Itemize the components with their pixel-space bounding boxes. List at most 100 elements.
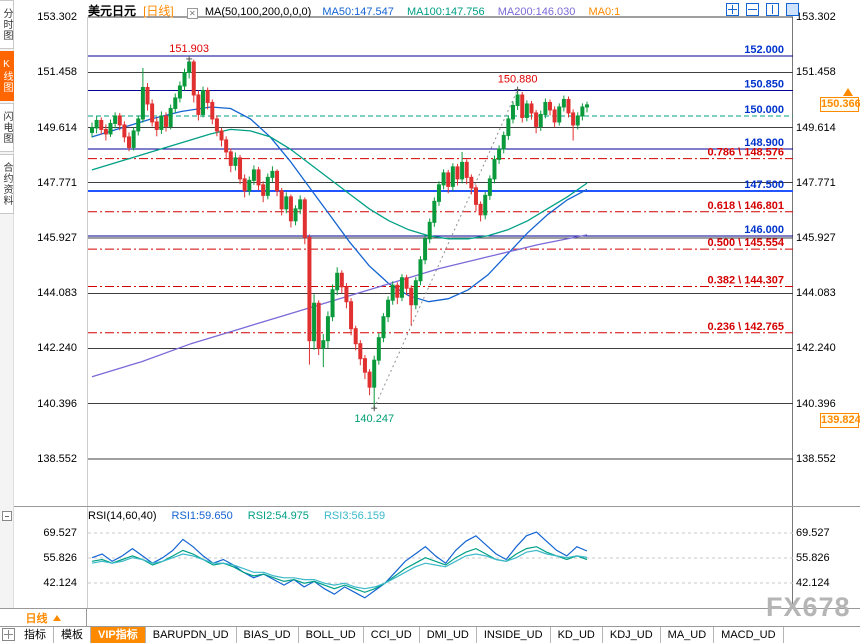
sidebar-tab-合约资料[interactable]: 合约资料 bbox=[0, 154, 14, 214]
bottom-tab-KDJ_UD[interactable]: KDJ_UD bbox=[602, 627, 661, 643]
extreme-price-annotation: 140.247 bbox=[354, 413, 394, 425]
ma-line-MA100 bbox=[91, 128, 588, 240]
y-axis-label-right: 149.614 bbox=[796, 121, 836, 134]
bottom-tab-CCI_UD[interactable]: CCI_UD bbox=[363, 627, 420, 643]
y-axis-label-left: 151.458 bbox=[37, 66, 77, 79]
candle-body bbox=[585, 104, 589, 108]
candle-body bbox=[580, 106, 585, 117]
candle-body bbox=[191, 61, 196, 96]
candle-body bbox=[196, 94, 201, 115]
candle-body bbox=[321, 340, 326, 349]
bottom-tab-INSIDE_UD[interactable]: INSIDE_UD bbox=[476, 627, 551, 643]
y-axis-label-right: 153.302 bbox=[796, 11, 836, 23]
ma-checkbox-icon[interactable]: ✕ bbox=[186, 8, 198, 19]
bottom-tab-模板[interactable]: 模板 bbox=[54, 627, 91, 643]
candle-body bbox=[90, 127, 94, 133]
candle-body bbox=[233, 157, 238, 166]
candle-body bbox=[159, 115, 164, 130]
rsi-chart-canvas[interactable] bbox=[88, 506, 793, 608]
sidebar-tab-闪电图[interactable]: 闪电图 bbox=[0, 103, 14, 152]
bottom-tab-VIP指标[interactable]: VIP指标 bbox=[91, 627, 146, 643]
extreme-price-annotation: 150.880 bbox=[498, 74, 538, 86]
bottom-tab-KD_UD[interactable]: KD_UD bbox=[550, 627, 603, 643]
y-axis-label-left: 144.083 bbox=[37, 287, 77, 300]
ma-settings-label[interactable]: MA(50,100,200,0,0,0) bbox=[204, 6, 312, 18]
y-axis-label-right: 145.927 bbox=[796, 232, 836, 244]
price-level-label: 152.000 bbox=[744, 44, 784, 56]
indicator-menu-icon[interactable] bbox=[2, 628, 15, 641]
sidebar-tab-K线图[interactable]: K线图 bbox=[0, 51, 14, 101]
candle-body bbox=[487, 178, 492, 196]
layout-split-vertical-icon[interactable] bbox=[766, 3, 780, 16]
candle-body bbox=[571, 112, 576, 126]
candle-body bbox=[117, 115, 122, 126]
panel-separator[interactable] bbox=[14, 506, 860, 507]
candle-body bbox=[330, 289, 335, 318]
period-selector[interactable]: 日线 bbox=[0, 609, 87, 627]
layout-split-horizontal-icon[interactable] bbox=[746, 3, 760, 16]
candle-body bbox=[473, 187, 478, 205]
bottom-tab-BIAS_UD[interactable]: BIAS_UD bbox=[236, 627, 299, 643]
candle-body bbox=[122, 124, 127, 138]
bottom-tab-MA_UD[interactable]: MA_UD bbox=[660, 627, 715, 643]
candle-body bbox=[99, 119, 104, 130]
alert-price-box[interactable]: 139.824 bbox=[820, 412, 860, 428]
layout-single-icon[interactable] bbox=[786, 3, 800, 16]
rsi-line-RSI1 bbox=[91, 531, 588, 599]
y-axis-label-right: 140.396 bbox=[796, 397, 836, 410]
rsi-settings-label[interactable]: RSI(14,60,40) bbox=[88, 510, 157, 522]
rsi2-value: RSI2:54.975 bbox=[247, 510, 309, 522]
candle-body bbox=[182, 71, 187, 87]
candle-body bbox=[150, 103, 155, 123]
scroll-latest-icon[interactable] bbox=[843, 88, 853, 96]
trendline[interactable] bbox=[373, 89, 519, 409]
candle-body bbox=[566, 98, 571, 114]
candle-body bbox=[386, 299, 391, 318]
rsi-axis-label-right: 55.826 bbox=[796, 551, 830, 564]
watermark: FX678 bbox=[766, 592, 851, 622]
candle-body bbox=[524, 103, 529, 118]
bottom-tab-DMI_UD[interactable]: DMI_UD bbox=[419, 627, 477, 643]
candle-body bbox=[450, 166, 455, 187]
candle-body bbox=[534, 112, 539, 127]
candle-body bbox=[409, 287, 414, 306]
rsi-collapse-icon[interactable] bbox=[2, 511, 12, 521]
candle-body bbox=[529, 103, 534, 114]
candle-body bbox=[316, 302, 321, 349]
candle-body bbox=[113, 115, 118, 124]
bottom-tab-指标[interactable]: 指标 bbox=[17, 627, 54, 643]
ma50-value: MA50:147.547 bbox=[322, 6, 394, 18]
last-price-box[interactable]: 150.366 bbox=[820, 96, 860, 112]
chart-type-sidebar: 分时图 K线图闪电图合约资料 bbox=[0, 0, 14, 608]
y-axis-label-left: 140.396 bbox=[37, 397, 77, 410]
candle-body bbox=[210, 101, 215, 120]
candle-body bbox=[413, 280, 418, 306]
y-axis-label-right: 144.083 bbox=[796, 287, 836, 300]
bottom-tab-MACD_UD[interactable]: MACD_UD bbox=[714, 627, 784, 643]
candle-body bbox=[108, 122, 113, 135]
rsi1-value: RSI1:59.650 bbox=[171, 510, 233, 522]
sidebar-tab-分时图[interactable]: 分时图 bbox=[0, 0, 14, 49]
candle-body bbox=[464, 161, 469, 178]
bottom-tab-BOLL_UD[interactable]: BOLL_UD bbox=[298, 627, 364, 643]
candle-body bbox=[446, 172, 451, 187]
price-level-label: 150.850 bbox=[744, 78, 784, 90]
candle-body bbox=[436, 184, 441, 202]
fib-level-label: 0.786 \ 148.576 bbox=[708, 147, 784, 159]
layout-grid-icon[interactable] bbox=[726, 3, 739, 16]
bottom-tab-BARUPDN_UD[interactable]: BARUPDN_UD bbox=[145, 627, 237, 643]
candle-body bbox=[164, 115, 169, 127]
candle-body bbox=[154, 121, 159, 130]
right-axis-line bbox=[792, 17, 793, 608]
period-label: 日线 bbox=[25, 613, 48, 625]
candle-body bbox=[251, 169, 256, 181]
price-chart-canvas[interactable]: 152.000 150.850 148.900 147.500 146.000 150.0… bbox=[88, 0, 793, 506]
y-axis-label-right: 147.771 bbox=[796, 176, 836, 189]
candle-body bbox=[381, 316, 386, 339]
rsi-axis-label-right: 69.527 bbox=[796, 527, 830, 539]
candle-body bbox=[335, 272, 340, 291]
candle-body bbox=[455, 166, 460, 180]
chart-header: 美元日元 [日线] ✕ MA(50,100,200,0,0,0) MA50:14… bbox=[88, 2, 630, 19]
candle-body bbox=[312, 302, 317, 342]
